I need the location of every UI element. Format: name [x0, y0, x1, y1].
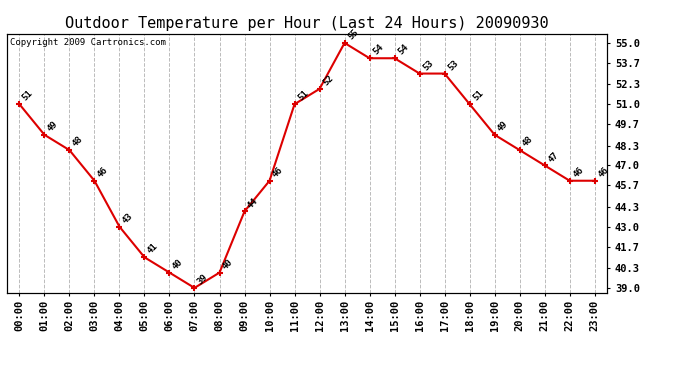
Text: 40: 40 [171, 257, 185, 271]
Text: Copyright 2009 Cartronics.com: Copyright 2009 Cartronics.com [10, 38, 166, 46]
Text: 51: 51 [296, 89, 310, 103]
Title: Outdoor Temperature per Hour (Last 24 Hours) 20090930: Outdoor Temperature per Hour (Last 24 Ho… [66, 16, 549, 31]
Text: 55: 55 [346, 28, 360, 42]
Text: 41: 41 [146, 242, 160, 256]
Text: 54: 54 [396, 43, 410, 57]
Text: 44: 44 [246, 196, 260, 210]
Text: 46: 46 [571, 165, 585, 179]
Text: 46: 46 [96, 165, 110, 179]
Text: 51: 51 [471, 89, 485, 103]
Text: 40: 40 [221, 257, 235, 271]
Text: 49: 49 [46, 120, 60, 134]
Text: 52: 52 [321, 74, 335, 87]
Text: 47: 47 [546, 150, 560, 164]
Text: 39: 39 [196, 273, 210, 286]
Text: 51: 51 [21, 89, 34, 103]
Text: 53: 53 [446, 58, 460, 72]
Text: 48: 48 [521, 135, 535, 149]
Text: 46: 46 [271, 165, 285, 179]
Text: 48: 48 [71, 135, 85, 149]
Text: 49: 49 [496, 120, 510, 134]
Text: 53: 53 [421, 58, 435, 72]
Text: 54: 54 [371, 43, 385, 57]
Text: 46: 46 [596, 165, 610, 179]
Text: 43: 43 [121, 211, 135, 225]
